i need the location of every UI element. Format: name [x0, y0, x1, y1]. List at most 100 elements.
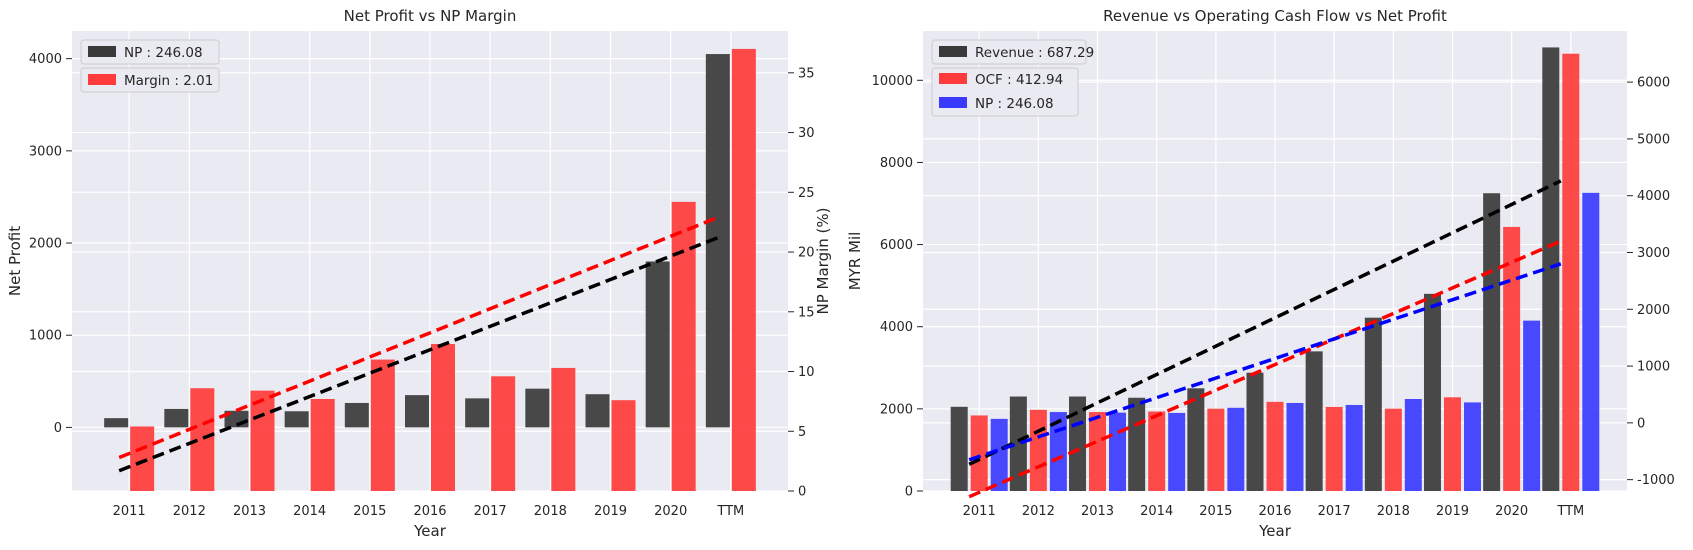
legend-label: NP : 246.08: [124, 45, 203, 61]
y-left-tick-label: 8000: [880, 156, 913, 171]
x-tick-label: 2016: [413, 504, 446, 519]
bar-right-series-2: [1109, 412, 1127, 491]
bar-right-series-1: [1503, 226, 1521, 492]
bar-left-series-0: [284, 411, 309, 428]
bar-right-series-1: [611, 400, 636, 491]
bar-left-series-0: [1542, 47, 1560, 492]
bar-left-series-0: [585, 394, 610, 428]
bar-right-series-1: [1443, 397, 1461, 491]
bar-right-series-1: [731, 48, 756, 491]
x-tick-label: 2015: [353, 504, 386, 519]
x-tick-label: 2020: [1495, 504, 1528, 519]
chart-panel-1: 0 1000 2000 3000 4000 0 5 10 15 20 25 30 35 2011 2012 2…: [6, 7, 832, 540]
bar-left-series-0: [1483, 193, 1501, 491]
bar-right-series-2: [1463, 402, 1481, 491]
bar-right-series-1: [1562, 53, 1580, 491]
x-tick-label: 2011: [963, 504, 996, 519]
y-right-tick-label: 3000: [1637, 246, 1670, 261]
y-right-tick-label: 35: [798, 66, 815, 81]
chart-title: Revenue vs Operating Cash Flow vs Net Pr…: [1103, 7, 1447, 25]
bar-right-series-2: [1523, 320, 1541, 491]
legend-label: OCF : 412.94: [975, 72, 1063, 88]
x-axis-label: Year: [413, 522, 447, 540]
y-left-tick-label: 10000: [872, 74, 913, 89]
bar-right-series-1: [310, 399, 335, 491]
y-left-tick-label: 0: [905, 485, 913, 500]
bar-left-series-0: [1069, 396, 1087, 491]
bar-left-series-0: [104, 418, 129, 428]
bar-right-series-1: [551, 367, 576, 491]
x-tick-label: 2017: [1318, 504, 1351, 519]
x-tick-label: TTM: [716, 504, 744, 519]
bar-left-series-0: [405, 395, 429, 428]
x-tick-label: 2011: [113, 504, 146, 519]
bar-left-series-0: [1128, 397, 1146, 491]
bar-left-series-0: [164, 408, 189, 428]
x-tick-label: 2015: [1199, 504, 1232, 519]
x-tick-label: 2014: [1140, 504, 1173, 519]
y-right-tick-label: 20: [798, 246, 815, 261]
bar-right-series-2: [1345, 404, 1363, 491]
bar-left-series-0: [465, 398, 490, 428]
x-tick-label: 2018: [534, 504, 567, 519]
x-axis-label: Year: [1258, 522, 1292, 540]
y-right-tick-label: 2000: [1637, 303, 1670, 318]
bar-left-series-0: [525, 388, 550, 428]
y-right-tick-label: 5: [798, 425, 806, 440]
y-left-tick-label: 2000: [880, 402, 913, 417]
bar-left-series-0: [1423, 293, 1441, 491]
bar-right-series-1: [130, 426, 155, 491]
y-left-tick-label: 4000: [29, 52, 62, 67]
y-left-tick-label: 4000: [880, 320, 913, 335]
trendline-2: [968, 262, 1562, 462]
bar-right-series-1: [1148, 411, 1166, 491]
legend-label: Margin : 2.01: [124, 73, 213, 89]
bar-right-series-1: [250, 390, 275, 491]
y-left-tick-label: 2000: [29, 237, 62, 252]
y-right-tick-label: 4000: [1637, 189, 1670, 204]
bar-left-series-0: [344, 402, 369, 428]
chart-panel-2: 0 2000 4000 6000 8000 10000 -1000 0 1000 2000 3000…: [846, 7, 1675, 540]
legend-swatch: [88, 46, 116, 57]
bar-right-series-1: [671, 201, 696, 491]
y-right-tick-label: 6000: [1637, 76, 1670, 91]
x-tick-label: 2019: [594, 504, 627, 519]
x-tick-label: 2013: [1081, 504, 1114, 519]
bar-right-series-1: [1089, 412, 1107, 491]
bar-right-series-1: [1325, 406, 1343, 491]
legend-swatch: [939, 46, 967, 57]
bar-right-series-1: [1266, 401, 1284, 491]
bar-right-series-2: [1168, 412, 1186, 491]
bar-right-series-1: [431, 344, 455, 491]
x-tick-label: 2020: [654, 504, 687, 519]
y-right-tick-label: 10: [798, 365, 815, 380]
y-left-tick-label: 1000: [29, 329, 62, 344]
x-tick-label: 2018: [1377, 504, 1410, 519]
trendline-0: [968, 179, 1562, 466]
bar-right-series-2: [1049, 412, 1067, 491]
y-right-tick-label: 0: [798, 485, 806, 500]
y-right-tick-label: 15: [798, 305, 815, 320]
x-tick-label: 2013: [233, 504, 266, 519]
y-right-tick-label: 25: [798, 186, 815, 201]
y-left-tick-label: 0: [54, 421, 62, 436]
x-tick-label: TTM: [1556, 504, 1584, 519]
bar-left-series-0: [645, 261, 670, 428]
legend-swatch: [88, 74, 116, 85]
bar-right-series-1: [370, 359, 395, 491]
bar-left-series-0: [950, 406, 968, 491]
y-right-tick-label: 30: [798, 126, 815, 141]
x-tick-label: 2012: [1022, 504, 1055, 519]
bar-left-series-0: [1246, 372, 1264, 491]
bar-right-series-1: [970, 415, 988, 491]
bar-right-series-1: [1207, 408, 1225, 491]
x-tick-label: 2017: [474, 504, 507, 519]
bar-right-series-2: [1286, 402, 1304, 491]
chart-title: Net Profit vs NP Margin: [344, 7, 517, 25]
bar-right-series-1: [1384, 408, 1402, 491]
y-left-tick-label: 6000: [880, 238, 913, 253]
bar-right-series-2: [1404, 399, 1422, 491]
bar-right-series-1: [491, 376, 516, 491]
